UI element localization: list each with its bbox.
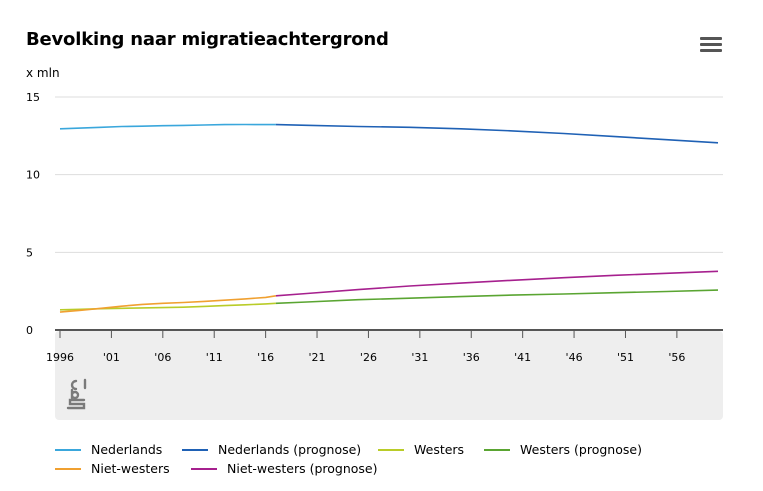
x-tick-label: '41	[514, 351, 531, 364]
y-axis-unit-label: x mln	[26, 66, 60, 80]
legend-label: Nederlands	[91, 442, 163, 457]
y-tick-label: 10	[26, 169, 40, 182]
cbs-logo-icon	[66, 378, 87, 410]
series-line-nietwesters[interactable]	[59, 295, 277, 313]
legend-item-nederlands-prognose[interactable]: Nederlands (prognose)	[182, 442, 361, 457]
line-chart: 0 5 10 15 1996 '01 '06 '11 '16 '21 '26 '31 '36 '41 '4…	[26, 91, 723, 420]
legend-row: Niet-westers Niet-westers (prognose)	[55, 461, 745, 480]
series-layer	[59, 123, 719, 313]
chart-legend: Nederlands Nederlands (prognose) Westers…	[55, 442, 745, 480]
x-tick-label: '21	[309, 351, 326, 364]
legend-label: Westers	[414, 442, 465, 457]
legend-swatch	[191, 467, 217, 470]
legend-item-westers[interactable]: Westers	[378, 442, 464, 457]
x-tick-label: '26	[360, 351, 377, 364]
x-tick-label: '46	[566, 351, 583, 364]
legend-swatch	[378, 448, 404, 451]
legend-label: Niet-westers (prognose)	[227, 461, 378, 476]
legend-item-niet-westers[interactable]: Niet-westers	[55, 461, 170, 476]
x-axis: 1996 '01 '06 '11 '16 '21 '26 '31 '36 '41 '46 '51 '56	[46, 329, 723, 364]
gridlines: 0 5 10 15	[26, 91, 723, 337]
y-tick-label: 0	[26, 324, 33, 337]
menu-bar-top	[700, 37, 722, 40]
series-line-nederlands[interactable]	[59, 123, 276, 130]
y-tick-label: 5	[26, 246, 33, 259]
series-line-nederlands-prognose[interactable]	[275, 123, 719, 144]
y-tick-label: 15	[26, 91, 40, 104]
footer-background	[55, 331, 723, 420]
legend-label: Westers (prognose)	[520, 442, 642, 457]
legend-row: Nederlands Nederlands (prognose) Westers…	[55, 442, 745, 461]
legend-swatch	[55, 448, 81, 451]
legend-swatch	[55, 467, 81, 470]
x-tick-label: '31	[411, 351, 428, 364]
x-tick-label: '11	[206, 351, 223, 364]
legend-item-nederlands[interactable]: Nederlands	[55, 442, 162, 457]
series-line-westers-prognose[interactable]	[275, 289, 719, 305]
legend-swatch	[182, 448, 208, 451]
series-line-nietwesters-prognose[interactable]	[275, 270, 719, 297]
legend-label: Nederlands (prognose)	[218, 442, 362, 457]
menu-bar-bottom	[700, 49, 722, 52]
legend-item-niet-westers-prognose[interactable]: Niet-westers (prognose)	[191, 461, 377, 476]
x-tick-label: '56	[668, 351, 685, 364]
legend-swatch	[484, 448, 510, 451]
hamburger-menu-icon[interactable]	[700, 37, 722, 55]
x-tick-label: '36	[463, 351, 480, 364]
x-tick-label: 1996	[46, 351, 74, 364]
x-tick-label: '01	[103, 351, 120, 364]
x-tick-label: '06	[154, 351, 171, 364]
x-tick-label: '51	[617, 351, 634, 364]
x-tick-label: '16	[257, 351, 274, 364]
legend-label: Niet-westers	[91, 461, 170, 476]
menu-bar-middle	[700, 43, 722, 46]
chart-title: Bevolking naar migratieachtergrond	[26, 29, 389, 50]
legend-item-westers-prognose[interactable]: Westers (prognose)	[484, 442, 642, 457]
